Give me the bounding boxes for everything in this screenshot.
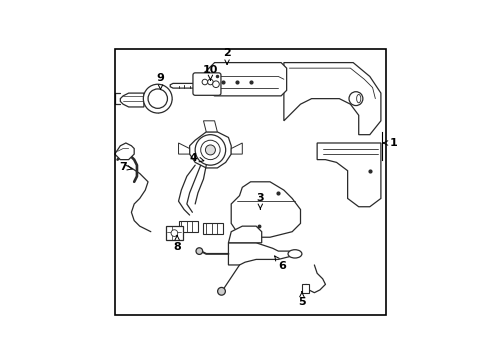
Circle shape (196, 248, 202, 255)
Polygon shape (178, 143, 189, 154)
Circle shape (207, 79, 213, 85)
Circle shape (348, 92, 362, 105)
Polygon shape (166, 226, 183, 240)
Polygon shape (231, 182, 300, 237)
Polygon shape (301, 284, 308, 293)
Text: 3: 3 (256, 193, 264, 209)
Text: 2: 2 (223, 48, 230, 64)
Polygon shape (228, 226, 261, 243)
Circle shape (205, 145, 215, 155)
Polygon shape (120, 93, 143, 107)
Text: 10: 10 (203, 64, 218, 80)
Polygon shape (189, 132, 231, 168)
Text: 6: 6 (274, 256, 286, 271)
Circle shape (202, 79, 207, 85)
Polygon shape (203, 63, 286, 96)
Polygon shape (231, 143, 242, 154)
Circle shape (200, 140, 220, 159)
Text: 8: 8 (173, 235, 181, 252)
Ellipse shape (287, 250, 301, 258)
Circle shape (148, 89, 167, 108)
Circle shape (143, 84, 172, 113)
Circle shape (217, 287, 225, 295)
Text: 7: 7 (119, 162, 132, 172)
Polygon shape (317, 143, 380, 207)
Circle shape (212, 81, 219, 87)
Polygon shape (284, 63, 380, 135)
Polygon shape (178, 221, 198, 232)
Polygon shape (228, 243, 289, 265)
Text: 4: 4 (189, 153, 203, 163)
Text: 9: 9 (156, 73, 164, 89)
Text: 5: 5 (298, 292, 305, 307)
FancyBboxPatch shape (193, 73, 221, 95)
Circle shape (171, 230, 177, 237)
Text: 1: 1 (383, 138, 396, 148)
Polygon shape (203, 223, 223, 234)
Ellipse shape (356, 94, 360, 103)
Polygon shape (115, 143, 134, 159)
Circle shape (195, 135, 225, 165)
Polygon shape (203, 121, 217, 132)
Polygon shape (170, 84, 195, 88)
